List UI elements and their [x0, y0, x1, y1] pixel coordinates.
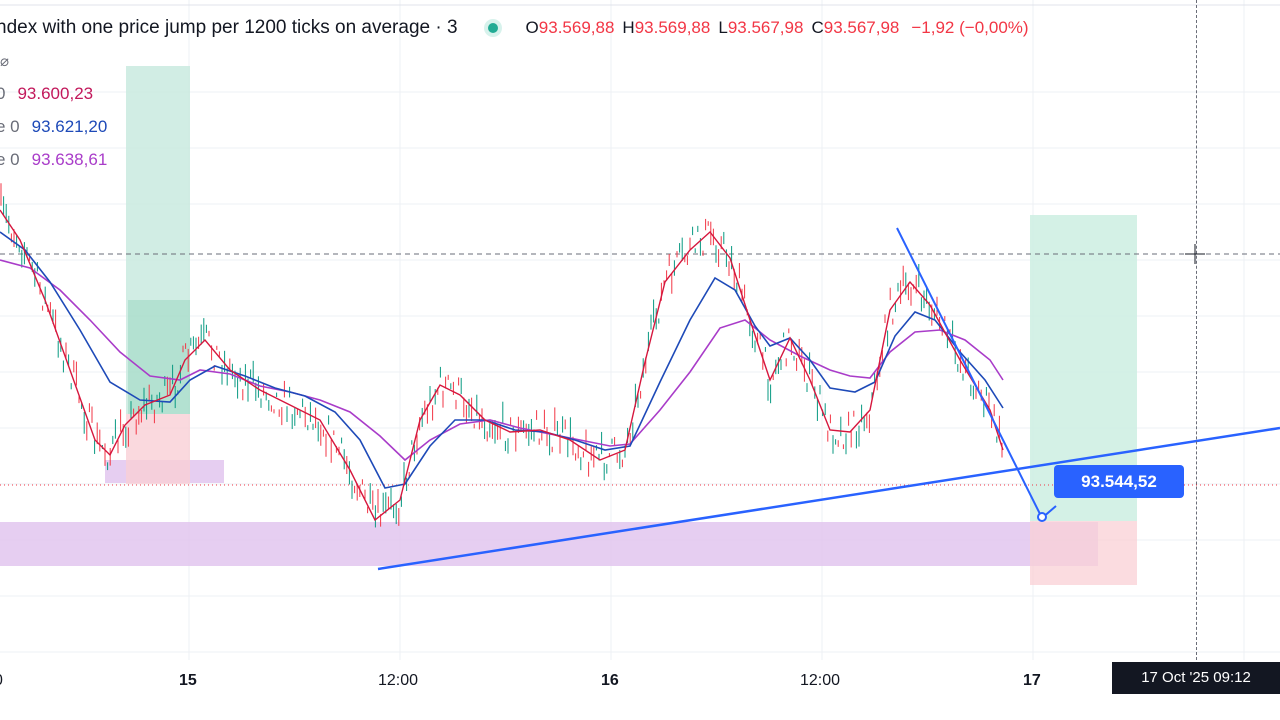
symbol-title[interactable]: ndex with one price jump per 1200 ticks …: [0, 17, 458, 38]
ohlc-low: L93.567,98: [718, 18, 804, 37]
indicator-legend-fast-ma[interactable]: 0 93.600,23: [0, 84, 94, 103]
xaxis-label: 12:00: [378, 672, 419, 689]
xaxis-label: 12:00: [800, 672, 841, 689]
xaxis-label: 0: [0, 672, 3, 690]
xaxis-label: 15: [179, 672, 197, 689]
ohlc-close: C93.567,98: [811, 18, 900, 37]
indicator-legend-slow-ma[interactable]: e 0 93.638,61: [0, 150, 108, 169]
market-status-icon: [487, 23, 498, 33]
fast-ma-value: 93.600,23: [17, 84, 94, 103]
mid-ma-value: 93.621,20: [31, 117, 108, 136]
ohlc-change: −1,92 (−0,00%): [911, 18, 1029, 37]
rising-trendline[interactable]: [377, 426, 1280, 571]
demand-zone[interactable]: [0, 522, 1098, 566]
chart-header: ndex with one price jump per 1200 ticks …: [0, 14, 1280, 42]
ohlc-open: O93.569,88: [525, 18, 615, 37]
fast-moving-average: [0, 209, 1004, 522]
indicator-legend-mid-ma[interactable]: e 0 93.621,20: [0, 117, 108, 136]
crosshair-vertical: [1196, 0, 1197, 660]
crosshair-date-label: 17 Oct '25 09:12: [1112, 662, 1280, 694]
trendline-anchor[interactable]: [1037, 512, 1047, 522]
long-position-stop-2[interactable]: [1030, 521, 1137, 585]
crosshair-cursor-icon: [1185, 244, 1205, 264]
long-position-stop-1[interactable]: [126, 414, 190, 484]
slow-ma-value: 93.638,61: [31, 150, 108, 169]
ohlc-high: H93.569,88: [622, 18, 711, 37]
hide-indicators-icon[interactable]: ⌀: [0, 53, 10, 70]
xaxis-label: 17: [1023, 672, 1041, 689]
indicator-legend-toggle[interactable]: ⌀: [0, 52, 9, 70]
xaxis-label: 16: [601, 672, 619, 689]
long-position-inner: [128, 300, 190, 414]
trendline-price-label[interactable]: 93.544,52: [1054, 465, 1184, 498]
